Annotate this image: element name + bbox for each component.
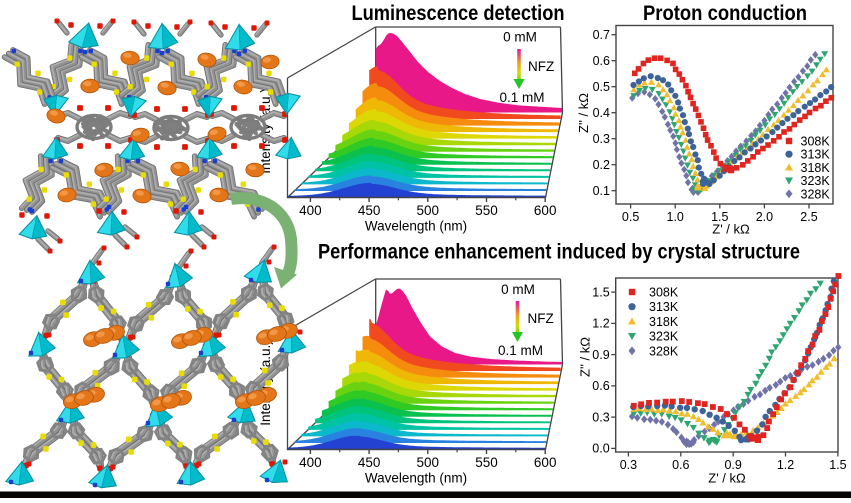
svg-text:0.4: 0.4 [593,106,610,120]
svg-text:600: 600 [534,455,557,470]
svg-text:318K: 318K [649,315,679,329]
svg-text:1.5: 1.5 [592,285,609,299]
svg-text:0.9: 0.9 [724,458,741,472]
svg-text:0.7: 0.7 [593,28,610,42]
svg-text:450: 450 [358,455,381,470]
svg-text:500: 500 [417,455,440,470]
svg-text:328K: 328K [649,344,679,358]
svg-text:0.5: 0.5 [622,210,639,224]
svg-text:550: 550 [475,203,498,218]
svg-text:0.0: 0.0 [592,442,609,456]
svg-text:1.2: 1.2 [592,317,609,331]
svg-text:1.5: 1.5 [711,210,728,224]
svg-text:Proton conduction: Proton conduction [643,2,807,25]
svg-text:318K: 318K [801,161,831,175]
svg-text:1.0: 1.0 [667,210,684,224]
svg-text:0.6: 0.6 [672,458,689,472]
svg-text:Z'' / kΩ: Z'' / kΩ [578,337,593,377]
svg-text:0.1: 0.1 [593,184,610,198]
svg-text:308K: 308K [649,286,679,300]
svg-text:0.1 mM: 0.1 mM [498,343,543,358]
svg-text:Performance enhancement induce: Performance enhancement induced by cryst… [318,241,800,264]
svg-text:550: 550 [475,455,498,470]
svg-text:2.5: 2.5 [800,210,817,224]
svg-text:450: 450 [358,203,381,218]
svg-text:NFZ: NFZ [528,59,554,74]
svg-text:NFZ: NFZ [528,311,554,326]
svg-text:2.0: 2.0 [756,210,773,224]
svg-text:328K: 328K [801,187,831,201]
svg-text:Z' / kΩ: Z' / kΩ [712,222,750,237]
svg-text:0.3: 0.3 [620,458,637,472]
svg-text:600: 600 [534,203,557,218]
svg-text:Wavelength (nm): Wavelength (nm) [365,471,467,486]
svg-text:Z' / kΩ: Z' / kΩ [708,471,746,486]
svg-text:323K: 323K [801,174,831,188]
svg-text:0 mM: 0 mM [501,282,535,297]
svg-text:308K: 308K [801,135,831,149]
svg-text:0.1 mM: 0.1 mM [499,90,544,105]
svg-text:313K: 313K [801,148,831,162]
svg-text:0.3: 0.3 [593,132,610,146]
svg-text:0.2: 0.2 [593,158,610,172]
svg-text:0 mM: 0 mM [503,30,537,45]
svg-text:Luminescence detection: Luminescence detection [352,2,565,25]
svg-text:1.2: 1.2 [777,458,794,472]
svg-text:0.3: 0.3 [592,410,609,424]
svg-text:Wavelength (nm): Wavelength (nm) [365,219,467,234]
svg-text:0.5: 0.5 [593,80,610,94]
svg-text:323K: 323K [649,330,679,344]
svg-text:Z'' / kΩ: Z'' / kΩ [576,93,591,133]
svg-text:1.5: 1.5 [829,458,846,472]
svg-text:500: 500 [417,203,440,218]
svg-text:313K: 313K [649,300,679,314]
svg-text:0.6: 0.6 [592,379,609,393]
svg-text:400: 400 [299,203,322,218]
svg-text:0.9: 0.9 [592,348,609,362]
svg-text:400: 400 [299,455,322,470]
svg-text:0.6: 0.6 [593,54,610,68]
